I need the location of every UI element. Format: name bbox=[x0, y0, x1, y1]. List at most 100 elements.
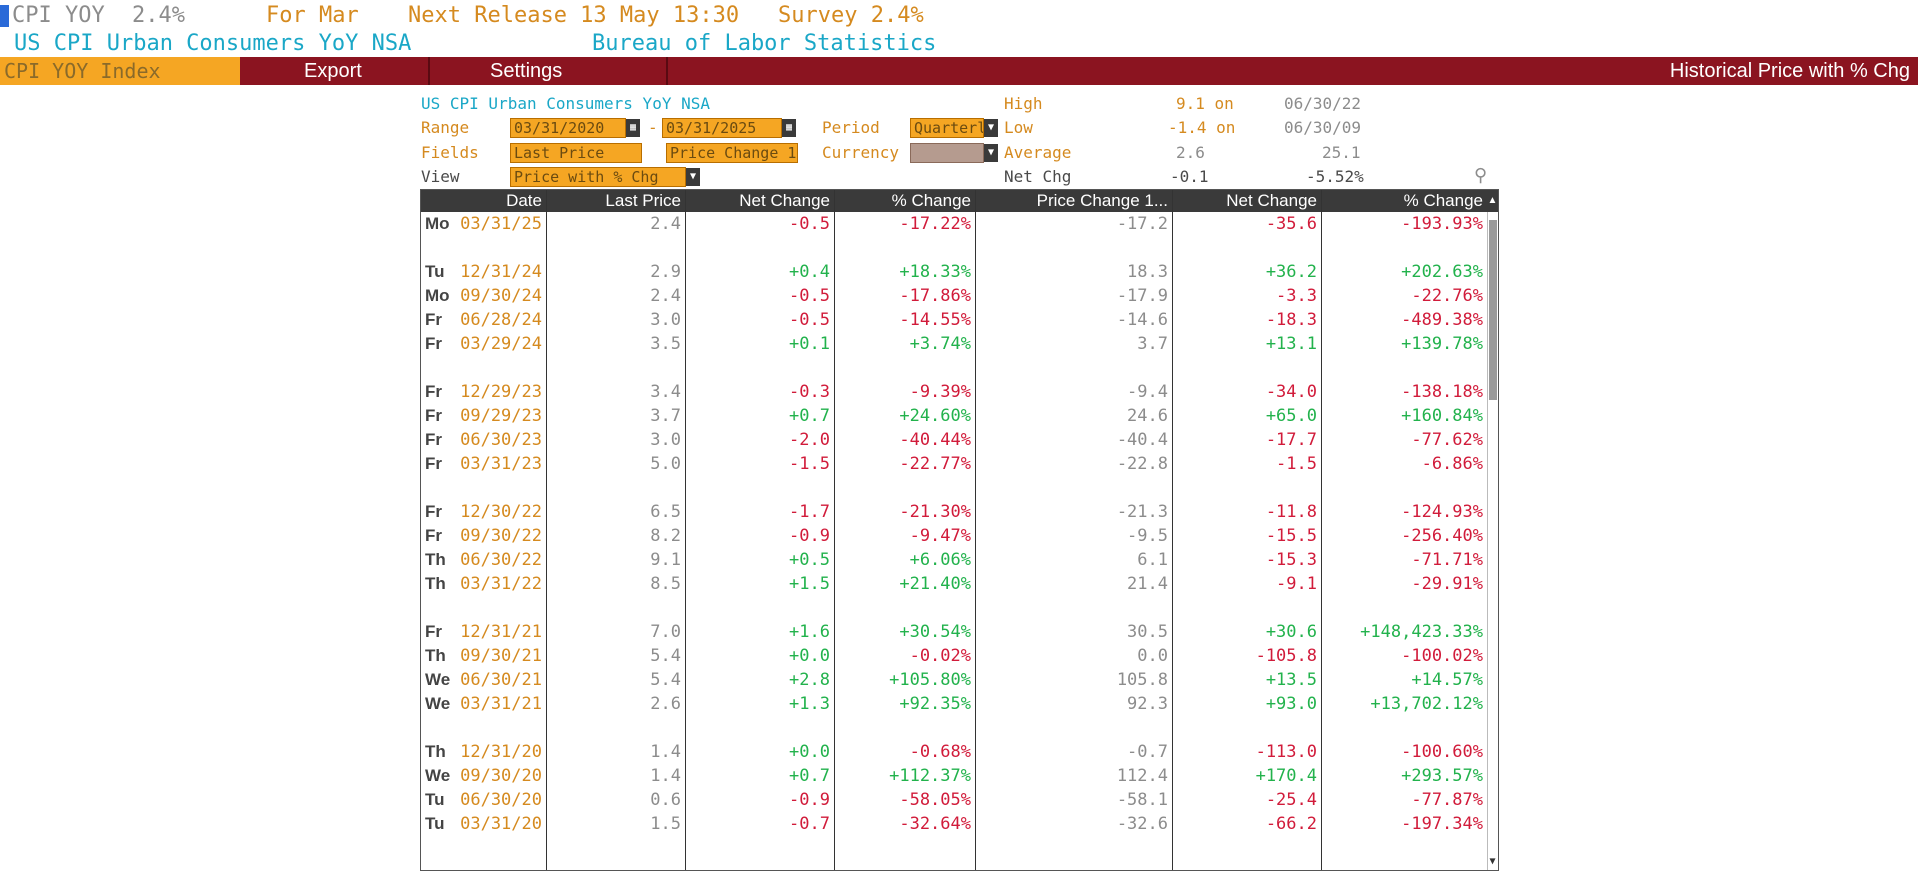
table-row[interactable]: Mo 03/31/25 2.4 -0.5 -17.22% -17.2 -35.6 -193.9… bbox=[421, 212, 1483, 236]
cell-last-price: 2.6 bbox=[650, 694, 681, 714]
table-row[interactable]: Fr 12/31/21 7.0 +1.6 +30.54% 30.5 +30.6 +148,42… bbox=[421, 620, 1483, 644]
cell-pct-change-2: -22.76% bbox=[1411, 286, 1483, 306]
calendar-icon[interactable]: ▦ bbox=[626, 119, 640, 137]
cell-price-change-1: 112.4 bbox=[1116, 766, 1168, 786]
table-row[interactable]: Fr 12/29/23 3.4 -0.3 -9.39% -9.4 -34.0 -138.18% bbox=[421, 380, 1483, 404]
view-label: View bbox=[421, 167, 460, 186]
table-row[interactable]: Tu 12/31/24 2.9 +0.4 +18.33% 18.3 +36.2 +202.63… bbox=[421, 260, 1483, 284]
col-header-net-change-2[interactable]: Net Change bbox=[1172, 190, 1321, 212]
menu-separator bbox=[666, 57, 668, 85]
currency-select[interactable] bbox=[910, 143, 984, 163]
cell-last-price: 3.0 bbox=[650, 430, 681, 450]
cell-day: Fr bbox=[425, 406, 442, 425]
cell-pct-change: +92.35% bbox=[899, 694, 971, 714]
cell-net-change-2: -11.8 bbox=[1265, 502, 1317, 522]
table-row[interactable]: Tu 06/30/20 0.6 -0.9 -58.05% -58.1 -25.4 -77.87… bbox=[421, 788, 1483, 812]
cell-net-change-2: -3.3 bbox=[1276, 286, 1317, 306]
cell-pct-change: -21.30% bbox=[899, 502, 971, 522]
scroll-thumb[interactable] bbox=[1489, 220, 1497, 400]
cell-last-price: 5.0 bbox=[650, 454, 681, 474]
cell-day: Fr bbox=[425, 622, 442, 641]
cell-price-change-1: -40.4 bbox=[1116, 430, 1168, 450]
calendar-icon[interactable]: ▦ bbox=[782, 119, 796, 137]
table-row[interactable]: Fr 03/31/23 5.0 -1.5 -22.77% -22.8 -1.5 -6.86% bbox=[421, 452, 1483, 476]
table-row[interactable]: Tu 03/31/20 1.5 -0.7 -32.64% -32.6 -66.2 -197.3… bbox=[421, 812, 1483, 836]
cell-pct-change: -9.47% bbox=[909, 526, 971, 546]
cell-net-change: -1.5 bbox=[789, 454, 830, 474]
controls-title: US CPI Urban Consumers YoY NSA bbox=[421, 94, 710, 113]
table-row[interactable]: We 03/31/21 2.6 +1.3 +92.35% 92.3 +93.0 +13,702… bbox=[421, 692, 1483, 716]
cell-net-change: -0.3 bbox=[789, 382, 830, 402]
cell-pct-change: +3.74% bbox=[909, 334, 971, 354]
cell-net-change: +1.5 bbox=[789, 574, 830, 594]
table-row[interactable]: We 06/30/21 5.4 +2.8 +105.80% 105.8 +13.5 +14.5… bbox=[421, 668, 1483, 692]
range-end-field[interactable]: 03/31/2025 bbox=[662, 118, 782, 138]
table-row[interactable]: Th 12/31/20 1.4 +0.0 -0.68% -0.7 -113.0 -100.60… bbox=[421, 740, 1483, 764]
scroll-down-icon[interactable]: ▼ bbox=[1489, 856, 1496, 867]
cell-day: Fr bbox=[425, 310, 442, 329]
cell-pct-change-2: -138.18% bbox=[1401, 382, 1483, 402]
cell-last-price: 3.7 bbox=[650, 406, 681, 426]
cell-price-change-1: -32.6 bbox=[1116, 814, 1168, 834]
cell-pct-change-2: -71.71% bbox=[1411, 550, 1483, 570]
cell-date: 09/30/20 bbox=[460, 766, 542, 786]
chevron-down-icon[interactable]: ▼ bbox=[984, 119, 998, 137]
table-row[interactable]: Th 09/30/21 5.4 +0.0 -0.02% 0.0 -105.8 -100.02% bbox=[421, 644, 1483, 668]
col-header-net-change[interactable]: Net Change bbox=[685, 190, 834, 212]
cell-price-change-1: 24.6 bbox=[1127, 406, 1168, 426]
table-row[interactable]: Fr 09/30/22 8.2 -0.9 -9.47% -9.5 -15.5 -256.40% bbox=[421, 524, 1483, 548]
period-select[interactable]: Quarterly bbox=[910, 118, 984, 138]
average-value: 2.6 bbox=[1176, 143, 1205, 162]
table-row[interactable]: Fr 06/30/23 3.0 -2.0 -40.44% -40.4 -17.7 -77.62… bbox=[421, 428, 1483, 452]
cell-last-price: 8.5 bbox=[650, 574, 681, 594]
table-row[interactable]: Fr 06/28/24 3.0 -0.5 -14.55% -14.6 -18.3 -489.3… bbox=[421, 308, 1483, 332]
col-header-last-price[interactable]: Last Price bbox=[546, 190, 685, 212]
cell-net-change-2: -25.4 bbox=[1265, 790, 1317, 810]
cell-price-change-1: 18.3 bbox=[1127, 262, 1168, 282]
cell-day: Fr bbox=[425, 334, 442, 353]
table-row[interactable]: Fr 03/29/24 3.5 +0.1 +3.74% 3.7 +13.1 +139.78% bbox=[421, 332, 1483, 356]
cell-net-change: +2.8 bbox=[789, 670, 830, 690]
table-row[interactable]: We 09/30/20 1.4 +0.7 +112.37% 112.4 +170.4 +293… bbox=[421, 764, 1483, 788]
cell-net-change-2: +13.1 bbox=[1265, 334, 1317, 354]
scroll-up-icon[interactable]: ▲ bbox=[1487, 190, 1498, 212]
table-row[interactable]: Th 06/30/22 9.1 +0.5 +6.06% 6.1 -15.3 -71.71% bbox=[421, 548, 1483, 572]
period-label: Period bbox=[822, 118, 880, 137]
cell-date: 12/31/20 bbox=[460, 742, 542, 762]
col-header-pct-change[interactable]: % Change bbox=[834, 190, 975, 212]
table-row[interactable]: Mo 09/30/24 2.4 -0.5 -17.86% -17.9 -3.3 -22.76% bbox=[421, 284, 1483, 308]
cell-day: We bbox=[425, 670, 451, 689]
cell-net-change: +0.4 bbox=[789, 262, 830, 282]
col-header-pct-change-2[interactable]: % Change bbox=[1321, 190, 1487, 212]
table-row[interactable]: Th 03/31/22 8.5 +1.5 +21.40% 21.4 -9.1 -29.91% bbox=[421, 572, 1483, 596]
cell-net-change: -2.0 bbox=[789, 430, 830, 450]
cell-date: 09/30/22 bbox=[460, 526, 542, 546]
chevron-down-icon[interactable]: ▼ bbox=[686, 168, 700, 186]
cell-date: 06/30/21 bbox=[460, 670, 542, 690]
field2-input[interactable]: Price Change 1 bbox=[666, 143, 798, 163]
col-header-date[interactable]: Date bbox=[421, 190, 546, 212]
view-select[interactable]: Price with % Chg bbox=[510, 167, 686, 187]
cell-day: We bbox=[425, 694, 451, 713]
cell-date: 09/29/23 bbox=[460, 406, 542, 426]
export-menu[interactable]: Export bbox=[304, 60, 362, 82]
ticker-name: US CPI Urban Consumers YoY NSA bbox=[14, 31, 412, 56]
range-start-field[interactable]: 03/31/2020 bbox=[510, 118, 626, 138]
col-header-price-change-1[interactable]: Price Change 1... bbox=[975, 190, 1172, 212]
average-label: Average bbox=[1004, 143, 1072, 162]
cell-pct-change-2: +13,702.12% bbox=[1370, 694, 1483, 714]
high-label: High bbox=[1004, 94, 1043, 113]
cell-pct-change: -17.86% bbox=[899, 286, 971, 306]
settings-menu[interactable]: Settings bbox=[490, 60, 563, 82]
table-row[interactable]: Fr 09/29/23 3.7 +0.7 +24.60% 24.6 +65.0 +160.84… bbox=[421, 404, 1483, 428]
security-tab[interactable]: CPI YOY Index bbox=[0, 57, 240, 85]
cell-date: 12/31/21 bbox=[460, 622, 542, 642]
chevron-down-icon[interactable]: ▼ bbox=[984, 144, 998, 162]
cell-pct-change-2: -77.87% bbox=[1411, 790, 1483, 810]
cell-net-change-2: -1.5 bbox=[1276, 454, 1317, 474]
vertical-scrollbar[interactable] bbox=[1487, 212, 1498, 870]
table-row[interactable]: Fr 12/30/22 6.5 -1.7 -21.30% -21.3 -11.8 -124.9… bbox=[421, 500, 1483, 524]
field1-input[interactable]: Last Price bbox=[510, 143, 642, 163]
cell-net-change-2: +13.5 bbox=[1265, 670, 1317, 690]
zoom-icon[interactable]: ⚲ bbox=[1474, 165, 1488, 186]
